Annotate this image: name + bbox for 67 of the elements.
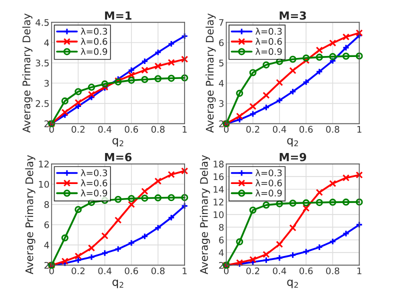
x-axis-title: q$_{2}$ [287, 138, 298, 147]
y-axis-title: Average Primary Delay [25, 155, 36, 274]
y-tick-label: 10 [39, 180, 49, 188]
chart-title: M=6 [105, 152, 132, 162]
chart-title: M=1 [105, 11, 132, 20]
y-tick-label: 4 [218, 80, 224, 87]
legend-label: λ=0.9 [255, 48, 282, 55]
y-tick-label: 14 [214, 186, 224, 193]
x-tick-label: 0.2 [246, 267, 260, 274]
x-tick-label: 0.8 [326, 267, 340, 274]
y-tick-label: 12 [214, 198, 224, 206]
y-tick-label: 10 [214, 211, 224, 218]
y-tick-label: 12 [39, 160, 49, 168]
x-tick-label: 0.4 [98, 126, 112, 133]
legend-label: λ=0.6 [255, 38, 282, 45]
y-tick-label: 18 [214, 160, 224, 168]
x-tick-label: 1 [182, 268, 187, 274]
legend-label: λ=0.3 [255, 28, 282, 35]
y-tick-label: 3 [219, 100, 224, 107]
x-tick-label: 0.2 [72, 267, 84, 274]
x-tick-label: 0.8 [151, 126, 165, 133]
legend-label: λ=0.9 [255, 190, 282, 196]
y-tick-label: 7 [219, 19, 224, 26]
x-tick-label: 0.8 [151, 267, 165, 274]
y-axis-title: Average Primary Delay [206, 14, 216, 133]
chart-title: M=9 [280, 152, 306, 162]
x-tick-label: 0.2 [246, 126, 260, 133]
x-tick-label: 0.6 [124, 126, 138, 133]
legend-label: λ=0.3 [80, 169, 108, 176]
x-axis-title: q$_{2}$ [112, 138, 124, 147]
y-tick-label: 4 [44, 242, 50, 248]
x-tick-label: 1 [182, 126, 187, 133]
x-tick-label: 1 [357, 126, 362, 133]
x-axis-title: q$_{2}$ [112, 280, 124, 288]
x-tick-label: 0.4 [98, 267, 112, 274]
y-axis-title: Average Primary Delay [22, 14, 32, 133]
x-tick-label: 0.6 [300, 267, 313, 274]
x-tick-label: 1 [357, 268, 362, 274]
y-tick-label: 6 [219, 236, 224, 244]
y-tick-label: 4 [44, 39, 50, 46]
y-tick-label: 3.5 [36, 60, 49, 66]
y-tick-label: 5 [219, 60, 224, 66]
x-tick-label: 0.4 [272, 126, 286, 133]
y-tick-label: 4 [218, 249, 224, 256]
y-tick-label: 6 [219, 39, 224, 46]
y-axis-title: Average Primary Delay [200, 155, 210, 274]
legend-label: λ=0.6 [80, 179, 108, 186]
x-axis-title: q$_{2}$ [287, 280, 298, 288]
x-tick-label: 0.8 [326, 126, 340, 133]
legend-label: λ=0.6 [255, 179, 282, 186]
legend-label: λ=0.9 [80, 48, 108, 55]
y-tick-label: 3 [44, 80, 49, 87]
y-tick-label: 6 [44, 221, 49, 228]
chart-title: M=3 [280, 11, 306, 20]
legend-label: λ=0.3 [80, 28, 108, 35]
y-tick-label: 2.5 [36, 100, 49, 107]
y-tick-label: 8 [44, 201, 49, 208]
x-tick-label: 0.6 [300, 126, 313, 133]
legend-label: λ=0.6 [80, 38, 108, 45]
legend-label: λ=0.9 [80, 190, 108, 196]
y-tick-label: 16 [214, 173, 224, 180]
x-tick-label: 0.2 [72, 126, 84, 133]
y-tick-label: 4.5 [36, 19, 49, 26]
legend-label: λ=0.3 [255, 169, 282, 176]
x-tick-label: 0.6 [124, 267, 138, 274]
y-tick-label: 8 [219, 224, 224, 231]
x-tick-label: 0.4 [272, 267, 286, 274]
